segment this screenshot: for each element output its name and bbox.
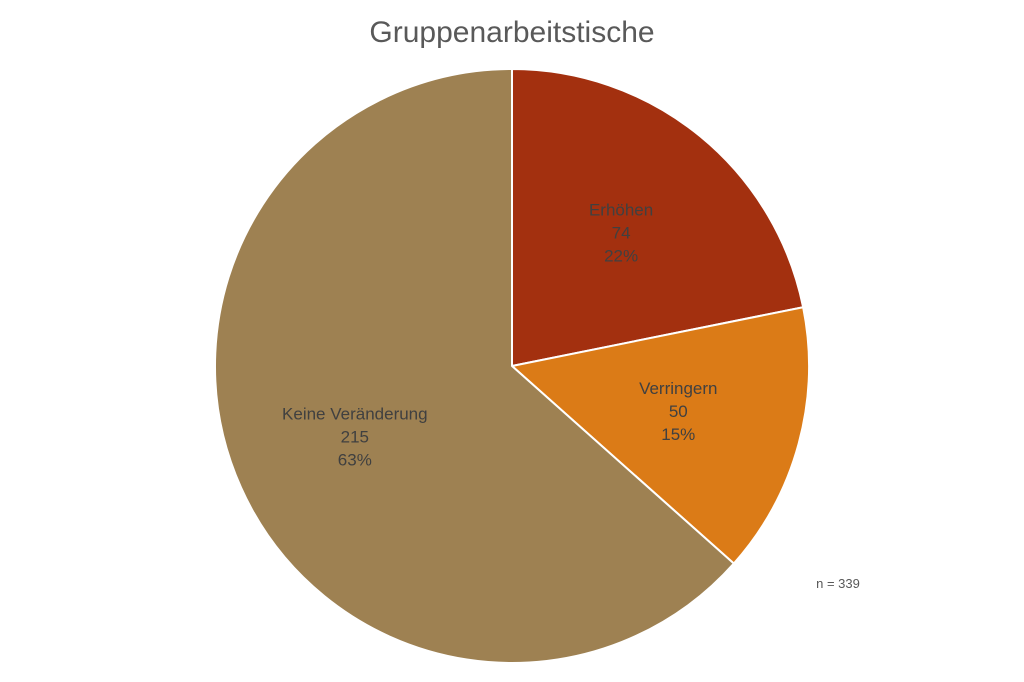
slice-label-percent-erhohen: 22% (604, 247, 638, 266)
sample-size-note: n = 339 (816, 576, 860, 591)
slice-label-value-keine-veranderung: 215 (341, 428, 369, 447)
slice-label-value-erhohen: 74 (612, 224, 631, 243)
pie-slice-verringern (511, 306, 810, 565)
slice-label-percent-keine-veranderung: 63% (338, 451, 372, 470)
slice-label-name-keine-veranderung: Keine Veränderung (282, 405, 428, 424)
slice-label-name-erhohen: Erhöhen (589, 201, 653, 220)
pie-slice-erhohen (511, 68, 805, 367)
chart-title: Gruppenarbeitstische (369, 16, 654, 49)
pie-slice-keine-veranderung (214, 68, 735, 664)
slice-label-percent-verringern: 15% (661, 425, 695, 444)
slice-label-value-verringern: 50 (669, 402, 688, 421)
pie-slices (214, 68, 810, 664)
pie-labels: Erhöhen 74 22% Verringern 50 15% Keine Verände… (282, 201, 717, 470)
slice-label-name-verringern: Verringern (639, 379, 717, 398)
